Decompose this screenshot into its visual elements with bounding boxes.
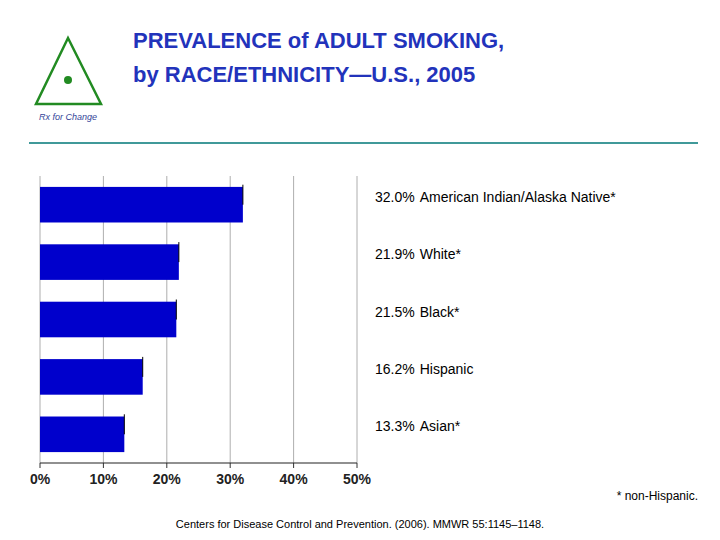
tick-label: 20%: [153, 471, 182, 487]
bar: [40, 417, 124, 453]
citation: Centers for Disease Control and Preventi…: [176, 518, 544, 530]
title: PREVALENCE of ADULT SMOKING,: [133, 28, 504, 53]
tick-mark: [166, 463, 167, 468]
tick-label: 0%: [30, 471, 51, 487]
tick-label: 10%: [89, 471, 118, 487]
x-axis: 0% 10% 20% 30% 40% 50%: [30, 463, 372, 487]
bar: [40, 359, 143, 395]
connector: [124, 414, 125, 434]
tick-mark: [293, 463, 294, 468]
connector: [176, 300, 177, 320]
category-label: White*: [420, 246, 462, 262]
tick-label: 50%: [343, 471, 372, 487]
grid: [40, 176, 357, 463]
data-labels: 32.0% American Indian/Alaska Native* 21.9%…: [124, 185, 616, 435]
data-label: 32.0% American Indian/Alaska Native*: [375, 188, 616, 204]
connector: [178, 242, 179, 262]
logo-triangle: [36, 38, 101, 104]
tick-mark: [230, 463, 231, 468]
category-label: Asian*: [420, 418, 461, 434]
data-label: 21.9% White*: [375, 246, 461, 262]
value-label: 32.0%: [375, 188, 415, 204]
value-label: 21.9%: [375, 246, 415, 262]
bar: [40, 244, 179, 280]
bars: [40, 187, 243, 452]
tick-mark: [103, 463, 104, 468]
separator: [29, 142, 698, 144]
tick-label: 40%: [280, 471, 309, 487]
data-label: 21.5% Black*: [375, 303, 460, 319]
x-axis-line: [40, 462, 357, 463]
tick-label: 30%: [216, 471, 245, 487]
logo-text: Rx for Change: [39, 112, 97, 122]
data-label: 16.2% Hispanic: [375, 361, 473, 377]
footnote: * non-Hispanic.: [617, 489, 698, 503]
logo: Rx for Change: [36, 38, 101, 122]
tick-mark: [357, 463, 358, 468]
category-label: Hispanic: [420, 361, 474, 377]
connector: [242, 185, 243, 205]
grid-line: [293, 176, 294, 463]
grid-line: [357, 176, 358, 463]
subtitle: by RACE/ETHNICITY—U.S., 2005: [133, 62, 475, 87]
bar: [40, 187, 243, 223]
value-label: 21.5%: [375, 303, 415, 319]
chart: Rx for Change PREVALENCE of ADULT SMOKING…: [0, 0, 720, 540]
bar: [40, 302, 176, 338]
value-label: 13.3%: [375, 418, 415, 434]
logo-dot: [64, 76, 72, 84]
tick-mark: [40, 463, 41, 468]
value-label: 16.2%: [375, 361, 415, 377]
category-label: Black*: [420, 303, 460, 319]
data-label: 13.3% Asian*: [375, 418, 461, 434]
category-label: American Indian/Alaska Native*: [420, 188, 617, 204]
connector: [142, 357, 143, 377]
